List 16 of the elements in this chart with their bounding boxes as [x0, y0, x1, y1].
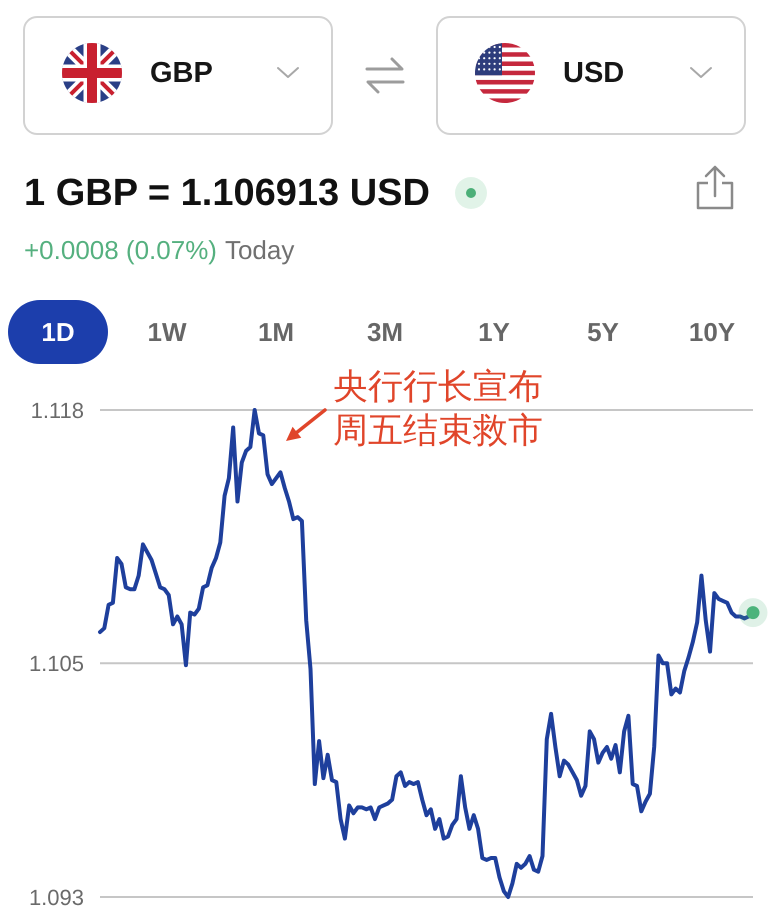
y-tick-label: 1.093	[28, 884, 84, 910]
text: 1D	[41, 317, 75, 347]
y-tick-label: 1.105	[28, 651, 84, 676]
text: 10Y	[688, 317, 736, 347]
text: 3M	[366, 317, 404, 347]
annotation: 央行行长宣布周五结束救市	[333, 367, 543, 451]
text: 1W	[148, 317, 186, 347]
chart-title: 1 GBP = 1.106913 USD	[24, 172, 430, 214]
text: 1Y	[478, 317, 510, 347]
y-tick-label: 1.118	[30, 398, 84, 423]
text: USD	[563, 57, 624, 89]
text: Today	[224, 235, 294, 265]
chart-subtitle: +0.0008 (0.07%)	[24, 235, 217, 265]
text: 1M	[258, 317, 294, 347]
text: 5Y	[587, 317, 619, 347]
text: GBP	[150, 57, 213, 89]
